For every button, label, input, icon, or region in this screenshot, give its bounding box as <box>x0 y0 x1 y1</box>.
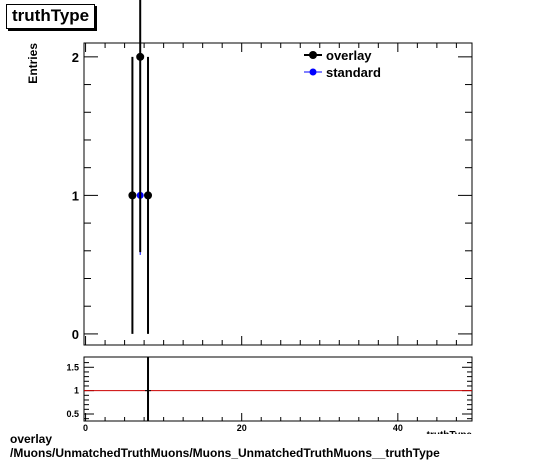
ratio-frame <box>83 356 473 422</box>
footer-line-1: overlay <box>10 432 53 446</box>
main-plot: 0 1 2 Entries overlay standard <box>26 0 473 346</box>
y-tick-label: 1 <box>72 188 79 203</box>
legend-marker-overlay <box>309 51 317 59</box>
ratio-x-tick-label: 20 <box>237 423 247 433</box>
y-tick-label: 2 <box>72 50 79 65</box>
y-tick-label: 0 <box>72 327 79 342</box>
overlay-point <box>128 191 137 200</box>
footer-line-2: /Muons/UnmatchedTruthMuons/Muons_Unmatch… <box>10 446 440 460</box>
main-frame <box>83 42 473 346</box>
ratio-y-tick-label: 1 <box>74 386 79 396</box>
chart-title: truthType <box>6 4 96 29</box>
legend-label-overlay: overlay <box>326 48 372 63</box>
ratio-plot: 0.5 1 1.5 0 20 40 truthType <box>66 356 473 441</box>
ratio-y-tick-label: 0.5 <box>66 409 79 419</box>
y-axis-label: Entries <box>26 43 40 84</box>
legend-label-standard: standard <box>326 65 381 80</box>
overlay-point <box>144 191 153 200</box>
overlay-point <box>136 52 145 61</box>
ratio-x-tick-label: 0 <box>83 423 88 433</box>
legend-marker-standard <box>309 68 317 76</box>
ratio-x-tick-label: 40 <box>393 423 403 433</box>
ratio-x-axis-label: truthType <box>427 430 473 441</box>
ratio-y-tick-label: 1.5 <box>66 362 79 372</box>
